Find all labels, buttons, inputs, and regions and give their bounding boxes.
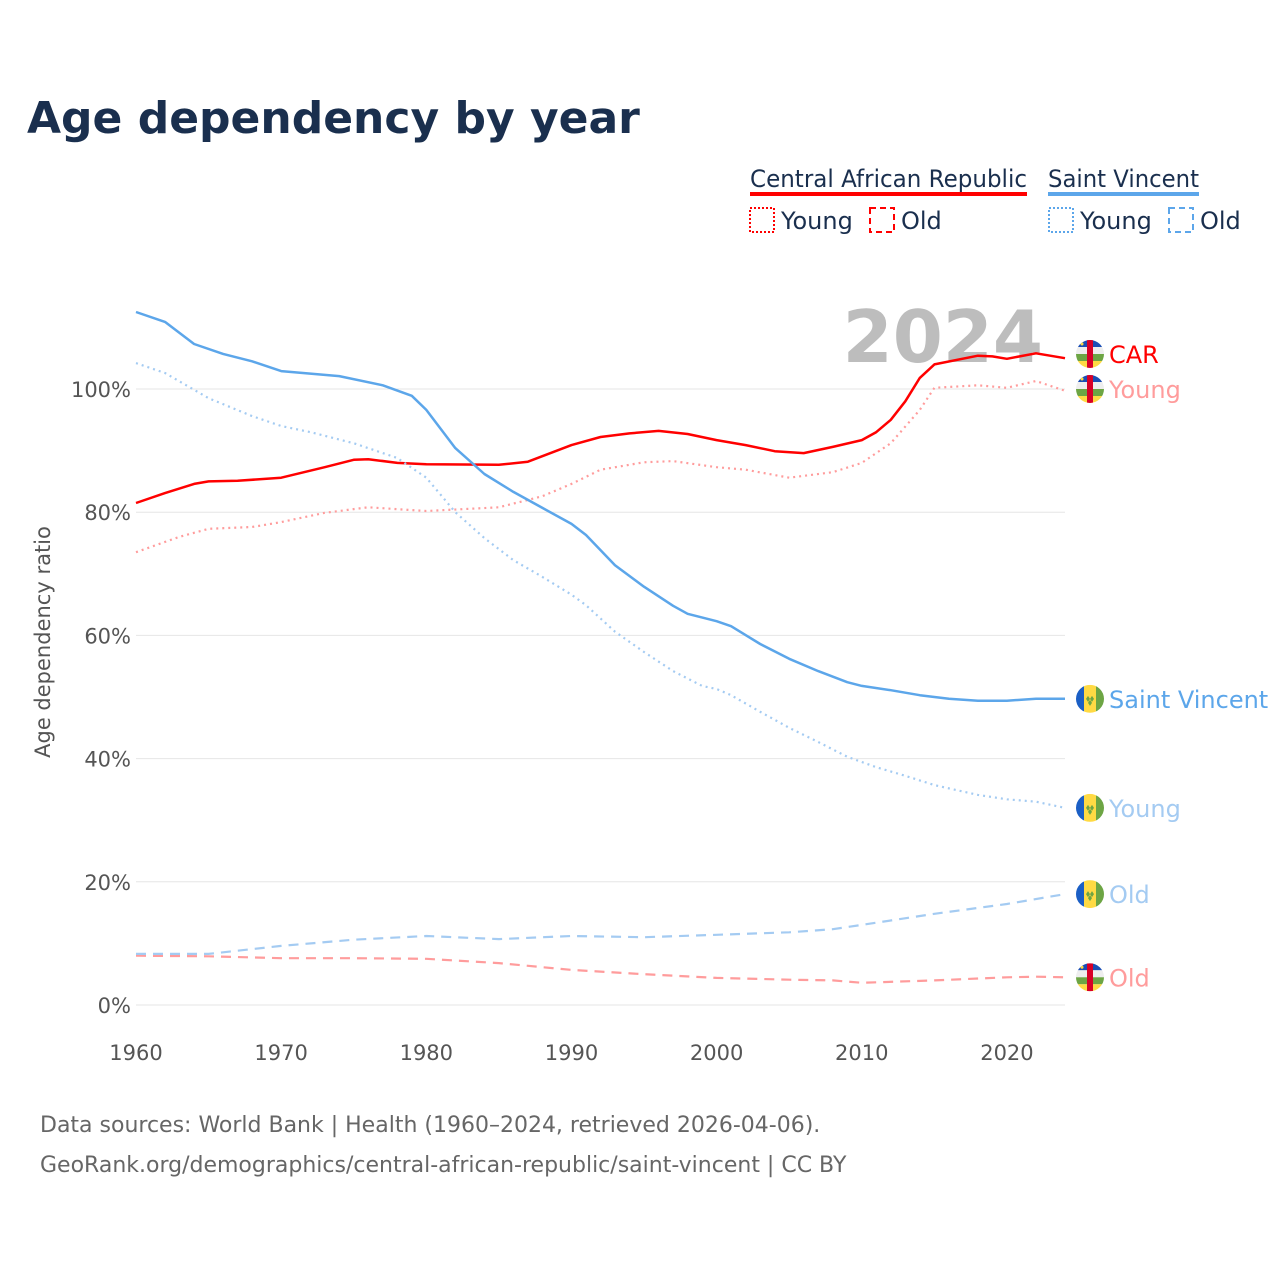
series-end-label: Old [1109,881,1150,909]
x-tick-label: 1960 [109,1041,162,1065]
series-lines [135,310,1066,984]
legend-group-sv[interactable]: Saint Vincent [1048,165,1199,193]
saint-vincent-flag-icon [1076,880,1104,908]
y-tick-label: 0% [98,994,131,1018]
legend-group-car[interactable]: Central African Republic [750,165,1027,193]
series-end-label: Young [1108,376,1181,404]
series-line-saint-vincent-old [136,893,1066,955]
series-line-saint-vincent [135,310,1065,702]
legend-sv-young-label[interactable]: Young [1079,207,1152,235]
footer-source: Data sources: World Bank | Health (1960–… [40,1113,820,1138]
x-tick-label: 1990 [545,1041,598,1065]
y-tick-label: 100% [71,378,131,402]
y-tick-label: 60% [84,624,131,648]
series-line-central-african-republic-old [135,954,1066,984]
x-tick-label: 2010 [835,1041,888,1065]
legend-car-old-swatch [869,207,895,233]
series-end-label: Old [1109,964,1150,992]
legend-car-old-label[interactable]: Old [901,207,942,235]
y-tick-label: 80% [84,501,131,525]
x-tick-label: 1980 [400,1041,453,1065]
series-line-saint-vincent-young [135,362,1066,809]
gridlines [136,388,1065,1006]
saint-vincent-flag-icon [1076,794,1104,822]
x-axis: 1960 1970 1980 1990 2000 2010 2020 [109,1041,1033,1065]
legend-car-young-swatch [749,207,775,233]
legend-car-young-label[interactable]: Young [780,207,853,235]
legend-sv-underline [1048,192,1199,196]
series-end-label: Young [1108,795,1181,823]
legend-sv-old-label[interactable]: Old [1200,207,1241,235]
series-end-label: CAR [1109,341,1159,369]
y-axis-label: Age dependency ratio [31,526,55,758]
series-end-label: Saint Vincent [1109,686,1268,714]
legend-sv-old-swatch [1168,207,1194,233]
car-flag-icon [1076,963,1104,991]
car-flag-icon [1076,340,1104,368]
x-tick-label: 1970 [254,1041,307,1065]
legend-sv-young-swatch [1048,207,1074,233]
y-axis: 0% 20% 40% 60% 80% 100% [71,378,131,1018]
end-labels: CAR Young Old Saint Vincent Young Old [1076,340,1268,992]
chart-title: Age dependency by year [27,93,640,144]
x-tick-label: 2000 [690,1041,743,1065]
y-tick-label: 40% [84,748,131,772]
series-line-central-african-republic-young [135,379,1066,554]
legend-car-underline [750,192,1027,196]
series-line-central-african-republic [135,352,1066,505]
saint-vincent-flag-icon [1076,685,1104,713]
footer-link[interactable]: GeoRank.org/demographics/central-african… [40,1153,847,1178]
legend: Central African Republic Young Old Saint… [749,165,1241,235]
car-flag-icon [1076,375,1104,403]
year-watermark: 2024 [843,295,1043,379]
x-tick-label: 2020 [980,1041,1033,1065]
y-tick-label: 20% [84,871,131,895]
